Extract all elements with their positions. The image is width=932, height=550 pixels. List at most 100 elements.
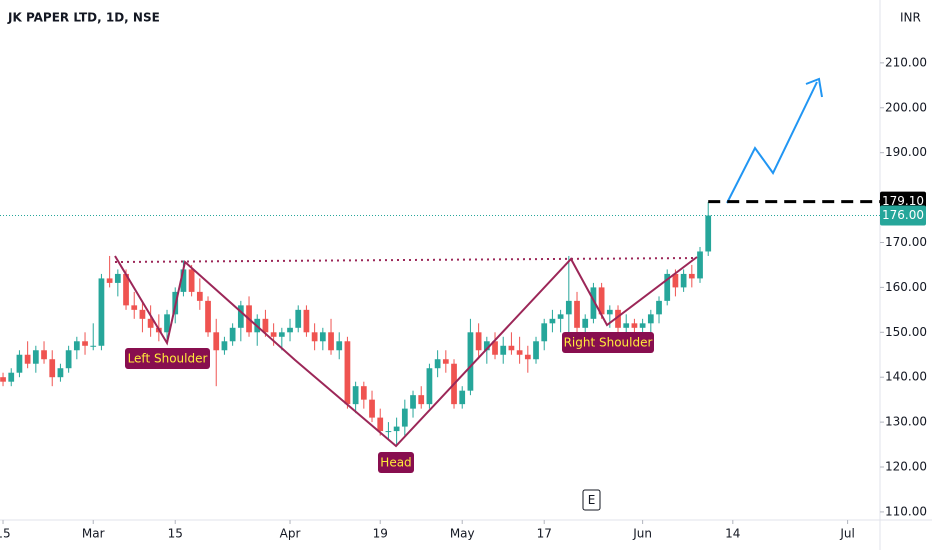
candle-body — [262, 318, 269, 333]
event-marker[interactable]: E — [588, 493, 596, 507]
arrow-head — [805, 77, 823, 98]
candle-body — [623, 323, 630, 328]
candle-body — [606, 309, 613, 315]
annotation-label: Left Shoulder — [128, 352, 208, 366]
candle-body — [287, 327, 293, 333]
x-tick-label: Apr — [280, 527, 301, 541]
candle-body — [541, 323, 548, 342]
candle-body — [680, 273, 687, 288]
candle-body — [467, 332, 474, 391]
y-tick-label: 170.00 — [885, 235, 927, 249]
y-tick-label: 130.00 — [885, 415, 927, 429]
plot-area — [0, 202, 712, 445]
y-tick-label: 120.00 — [885, 460, 927, 474]
candle-body — [524, 354, 531, 360]
candle-body — [205, 300, 211, 333]
label-box — [125, 348, 210, 369]
x-tick-label: Mar — [82, 527, 105, 541]
x-tick-label: Jun — [632, 527, 652, 541]
annotation: Left Shoulder Head Right Shoulder — [125, 332, 654, 473]
candle-body — [16, 354, 23, 373]
candle-body — [237, 305, 244, 328]
annotation-label: Right Shoulder — [564, 336, 653, 350]
x-tick-label: 14 — [725, 527, 740, 541]
candle-body — [229, 327, 236, 342]
candle-body — [73, 341, 80, 351]
x-tick-label: Jul — [839, 527, 854, 541]
candle-body — [664, 273, 671, 301]
pattern-drawing — [114, 77, 823, 448]
x-tick-label: 19 — [373, 527, 388, 541]
candle-body — [549, 318, 556, 324]
candle-body — [582, 318, 589, 328]
candle-body — [377, 417, 384, 432]
candle-body — [442, 359, 449, 364]
candle-body — [295, 309, 302, 328]
candle-body — [319, 332, 326, 342]
candle-body — [656, 300, 662, 315]
currency-label: INR — [900, 11, 921, 25]
x-tick-label: 17 — [537, 527, 552, 541]
candle-body — [303, 309, 310, 333]
candle-body — [697, 251, 703, 279]
candle-body — [385, 431, 392, 433]
candle-body — [41, 350, 47, 360]
candle-body — [516, 350, 523, 355]
candle-body — [278, 332, 285, 337]
candle-body — [360, 386, 367, 400]
candle-body — [631, 323, 638, 328]
candle-body — [647, 314, 654, 324]
candle-body — [590, 287, 597, 319]
candle-body — [615, 309, 621, 328]
chart-title: JK PAPER LTD, 1D, NSE — [7, 11, 160, 25]
candle-body — [401, 408, 408, 427]
x-tick-label: May — [450, 527, 475, 541]
candle-body — [344, 341, 351, 405]
candle-body — [508, 345, 515, 351]
candle-body — [164, 314, 170, 333]
y-tick-label: 140.00 — [885, 370, 927, 384]
label-box — [378, 452, 414, 473]
candle-body — [57, 368, 64, 378]
candle-body — [147, 318, 154, 328]
candle-body — [311, 332, 318, 342]
candle-body — [270, 332, 277, 337]
candle-body — [672, 273, 679, 288]
y-tick-label: 190.00 — [885, 145, 927, 159]
candle-body — [598, 287, 605, 315]
candle-body — [410, 395, 416, 409]
candle-body — [82, 341, 88, 346]
event-marker-box[interactable] — [582, 489, 601, 511]
y-tick-label: 210.00 — [885, 55, 927, 69]
candle-body — [639, 323, 646, 328]
candle-body — [705, 215, 712, 252]
candle-body — [8, 372, 15, 382]
x-tick-label: 15 — [168, 527, 183, 541]
y-tick-label: 150.00 — [885, 325, 927, 339]
head-shoulders-line — [114, 255, 698, 448]
candle-body — [0, 377, 6, 382]
candle-body — [180, 269, 187, 292]
y-tick-label: 110.00 — [885, 504, 927, 518]
y-tick-label: 200.00 — [885, 100, 927, 114]
annotation-label: Head — [380, 456, 411, 470]
candle-body — [106, 278, 113, 283]
candle-body — [418, 395, 425, 405]
projection-arrow — [726, 81, 818, 204]
candle-body — [24, 354, 31, 364]
candle-body — [328, 332, 334, 351]
candle-body — [98, 278, 105, 346]
candle-body — [188, 269, 195, 292]
candle-body — [574, 300, 580, 328]
candle-body — [213, 332, 220, 351]
candle-body — [688, 273, 695, 279]
price-label: 176.00 — [882, 208, 924, 222]
candle-body — [475, 332, 482, 351]
candle-body — [90, 345, 97, 347]
candle-body — [139, 309, 146, 319]
price-label: 179.10 — [882, 194, 924, 208]
price-label-box — [880, 205, 926, 226]
candle-body — [369, 399, 375, 418]
